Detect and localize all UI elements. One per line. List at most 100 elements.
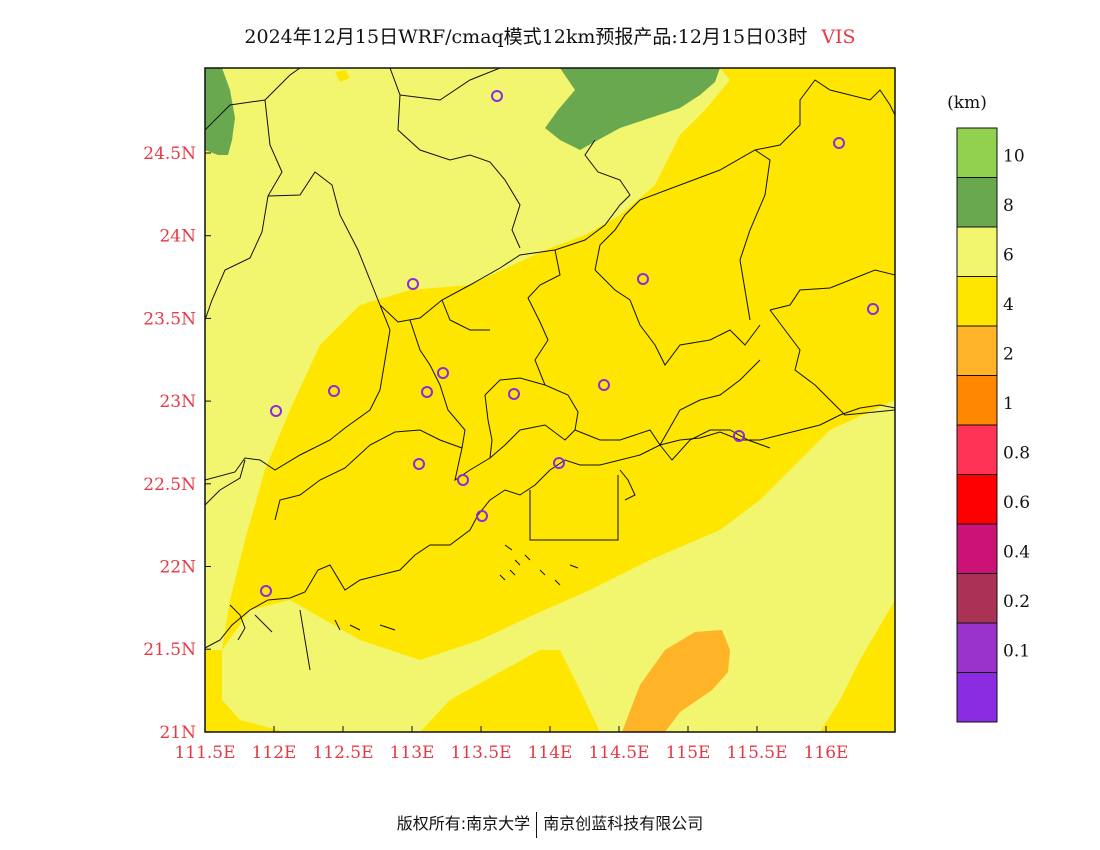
coastline-islands — [499, 544, 579, 586]
station-marker — [833, 137, 845, 149]
x-tick-label: 115E — [666, 743, 711, 763]
visibility-fields — [205, 68, 895, 732]
boundary-line — [484, 377, 546, 396]
station-marker — [867, 303, 879, 315]
footer-company: 南京创蓝科技有限公司 — [543, 814, 704, 833]
y-tick-label: 23N — [159, 392, 196, 412]
x-tick-label: 115.5E — [726, 743, 787, 763]
y-tick-label: 21.5N — [143, 640, 196, 660]
colorbar-label: 8 — [1003, 196, 1014, 216]
colorbar-label: 0.2 — [1003, 592, 1030, 612]
footer-separator — [536, 811, 538, 838]
boundary-line — [769, 269, 895, 311]
x-tick-label: 112.5E — [312, 743, 373, 763]
station-marker — [476, 510, 488, 522]
footer: 版权所有:南京大学 南京创蓝科技有限公司 — [0, 810, 1100, 838]
station-marker — [598, 379, 610, 391]
title-main: 2024年12月15日WRF/cmaq模式12km预报产品:12月15日03时 — [244, 26, 808, 48]
boundary-line — [754, 79, 895, 151]
x-tick-label: 112E — [252, 743, 297, 763]
colorbar-swatch — [957, 326, 997, 376]
station-marker — [260, 585, 272, 597]
chart-title: 2024年12月15日WRF/cmaq模式12km预报产品:12月15日03时 V… — [0, 22, 1100, 49]
boundary-line — [274, 394, 493, 521]
colorbar-swatch — [957, 128, 997, 178]
colorbar-swatch — [957, 623, 997, 673]
field-6-8km-speck — [335, 70, 350, 82]
y-tick-label: 23.5N — [143, 309, 196, 329]
y-tick-label: 22.5N — [143, 475, 196, 495]
colorbar-swatch — [957, 425, 997, 475]
boundary-line — [489, 359, 761, 459]
x-axis: 111.5E 112E 112.5E 113E 113.5E 114E 114.5E 115E… — [174, 726, 848, 763]
station-marker — [270, 405, 282, 417]
x-tick-label: 114.5E — [588, 743, 649, 763]
station-marker — [437, 367, 449, 379]
x-tick-label: 113E — [390, 743, 435, 763]
boundary-line — [527, 249, 579, 431]
colorbar-swatch — [957, 524, 997, 574]
x-tick-label: 111.5E — [174, 743, 235, 763]
coastline-detail — [229, 604, 396, 671]
colorbar-swatch — [957, 227, 997, 277]
boundary-line — [594, 269, 761, 366]
x-tick-label: 113.5E — [450, 743, 511, 763]
colorbar-swatch — [957, 276, 997, 326]
title-variable: VIS — [821, 26, 856, 48]
coastline — [205, 404, 895, 671]
station-marker — [553, 457, 565, 469]
region-outline — [529, 475, 619, 541]
x-tick-label: 114E — [528, 743, 573, 763]
boundary-line — [205, 459, 246, 506]
colorbar: 10 8 6 4 2 1 0.8 0.6 0.4 0.2 0.1 — [956, 127, 1030, 723]
station-marker — [421, 386, 433, 398]
coastline-detail — [619, 469, 636, 501]
colorbar-label: 0.4 — [1003, 543, 1030, 563]
station-marker — [413, 458, 425, 470]
boundary-line — [769, 309, 895, 416]
y-tick-label: 24N — [159, 227, 196, 247]
station-marker — [328, 385, 340, 397]
y-tick-label: 22N — [159, 558, 196, 578]
station-marker — [637, 273, 649, 285]
colorbar-label: 0.8 — [1003, 444, 1030, 464]
boundary-line — [441, 299, 490, 331]
colorbar-label: 0.1 — [1003, 642, 1030, 662]
colorbar-label: 0.6 — [1003, 493, 1030, 513]
field-6-8km-north — [205, 68, 730, 650]
colorbar-label: 4 — [1003, 295, 1014, 315]
coastline-main — [205, 404, 895, 649]
colorbar-swatch — [957, 573, 997, 623]
footer-copyright: 版权所有:南京大学 — [396, 814, 531, 833]
colorbar-swatch — [957, 672, 997, 722]
colorbar-label: 6 — [1003, 246, 1014, 266]
y-tick-label: 21N — [159, 723, 196, 743]
boundary-line — [554, 139, 631, 251]
boundary-line — [399, 68, 501, 101]
field-8-10km-top — [545, 68, 720, 150]
colorbar-unit: (km) — [947, 93, 987, 113]
y-tick-label: 24.5N — [143, 144, 196, 164]
colorbar-label: 1 — [1003, 394, 1014, 414]
station-markers — [260, 90, 879, 597]
boundary-line — [379, 249, 556, 323]
boundary-line — [409, 319, 466, 449]
boundary-line — [205, 304, 391, 481]
station-marker — [407, 278, 419, 290]
station-marker — [733, 430, 745, 442]
boundary-line — [389, 68, 521, 249]
x-tick-label: 116E — [804, 743, 849, 763]
colorbar-swatch — [957, 375, 997, 425]
colorbar-swatch — [957, 177, 997, 227]
boundary-line — [594, 149, 771, 321]
field-2-4km-patch — [622, 630, 730, 732]
colorbar-label: 2 — [1003, 345, 1014, 365]
y-axis: 24.5N 24N 23.5N 23N 22.5N 22N 21.5N 21N — [143, 144, 211, 743]
boundary-line — [267, 171, 381, 306]
station-marker — [457, 474, 469, 486]
colorbar-swatch — [957, 474, 997, 524]
colorbar-label: 10 — [1003, 147, 1025, 167]
station-marker — [491, 90, 503, 102]
boundary-line — [205, 99, 283, 321]
